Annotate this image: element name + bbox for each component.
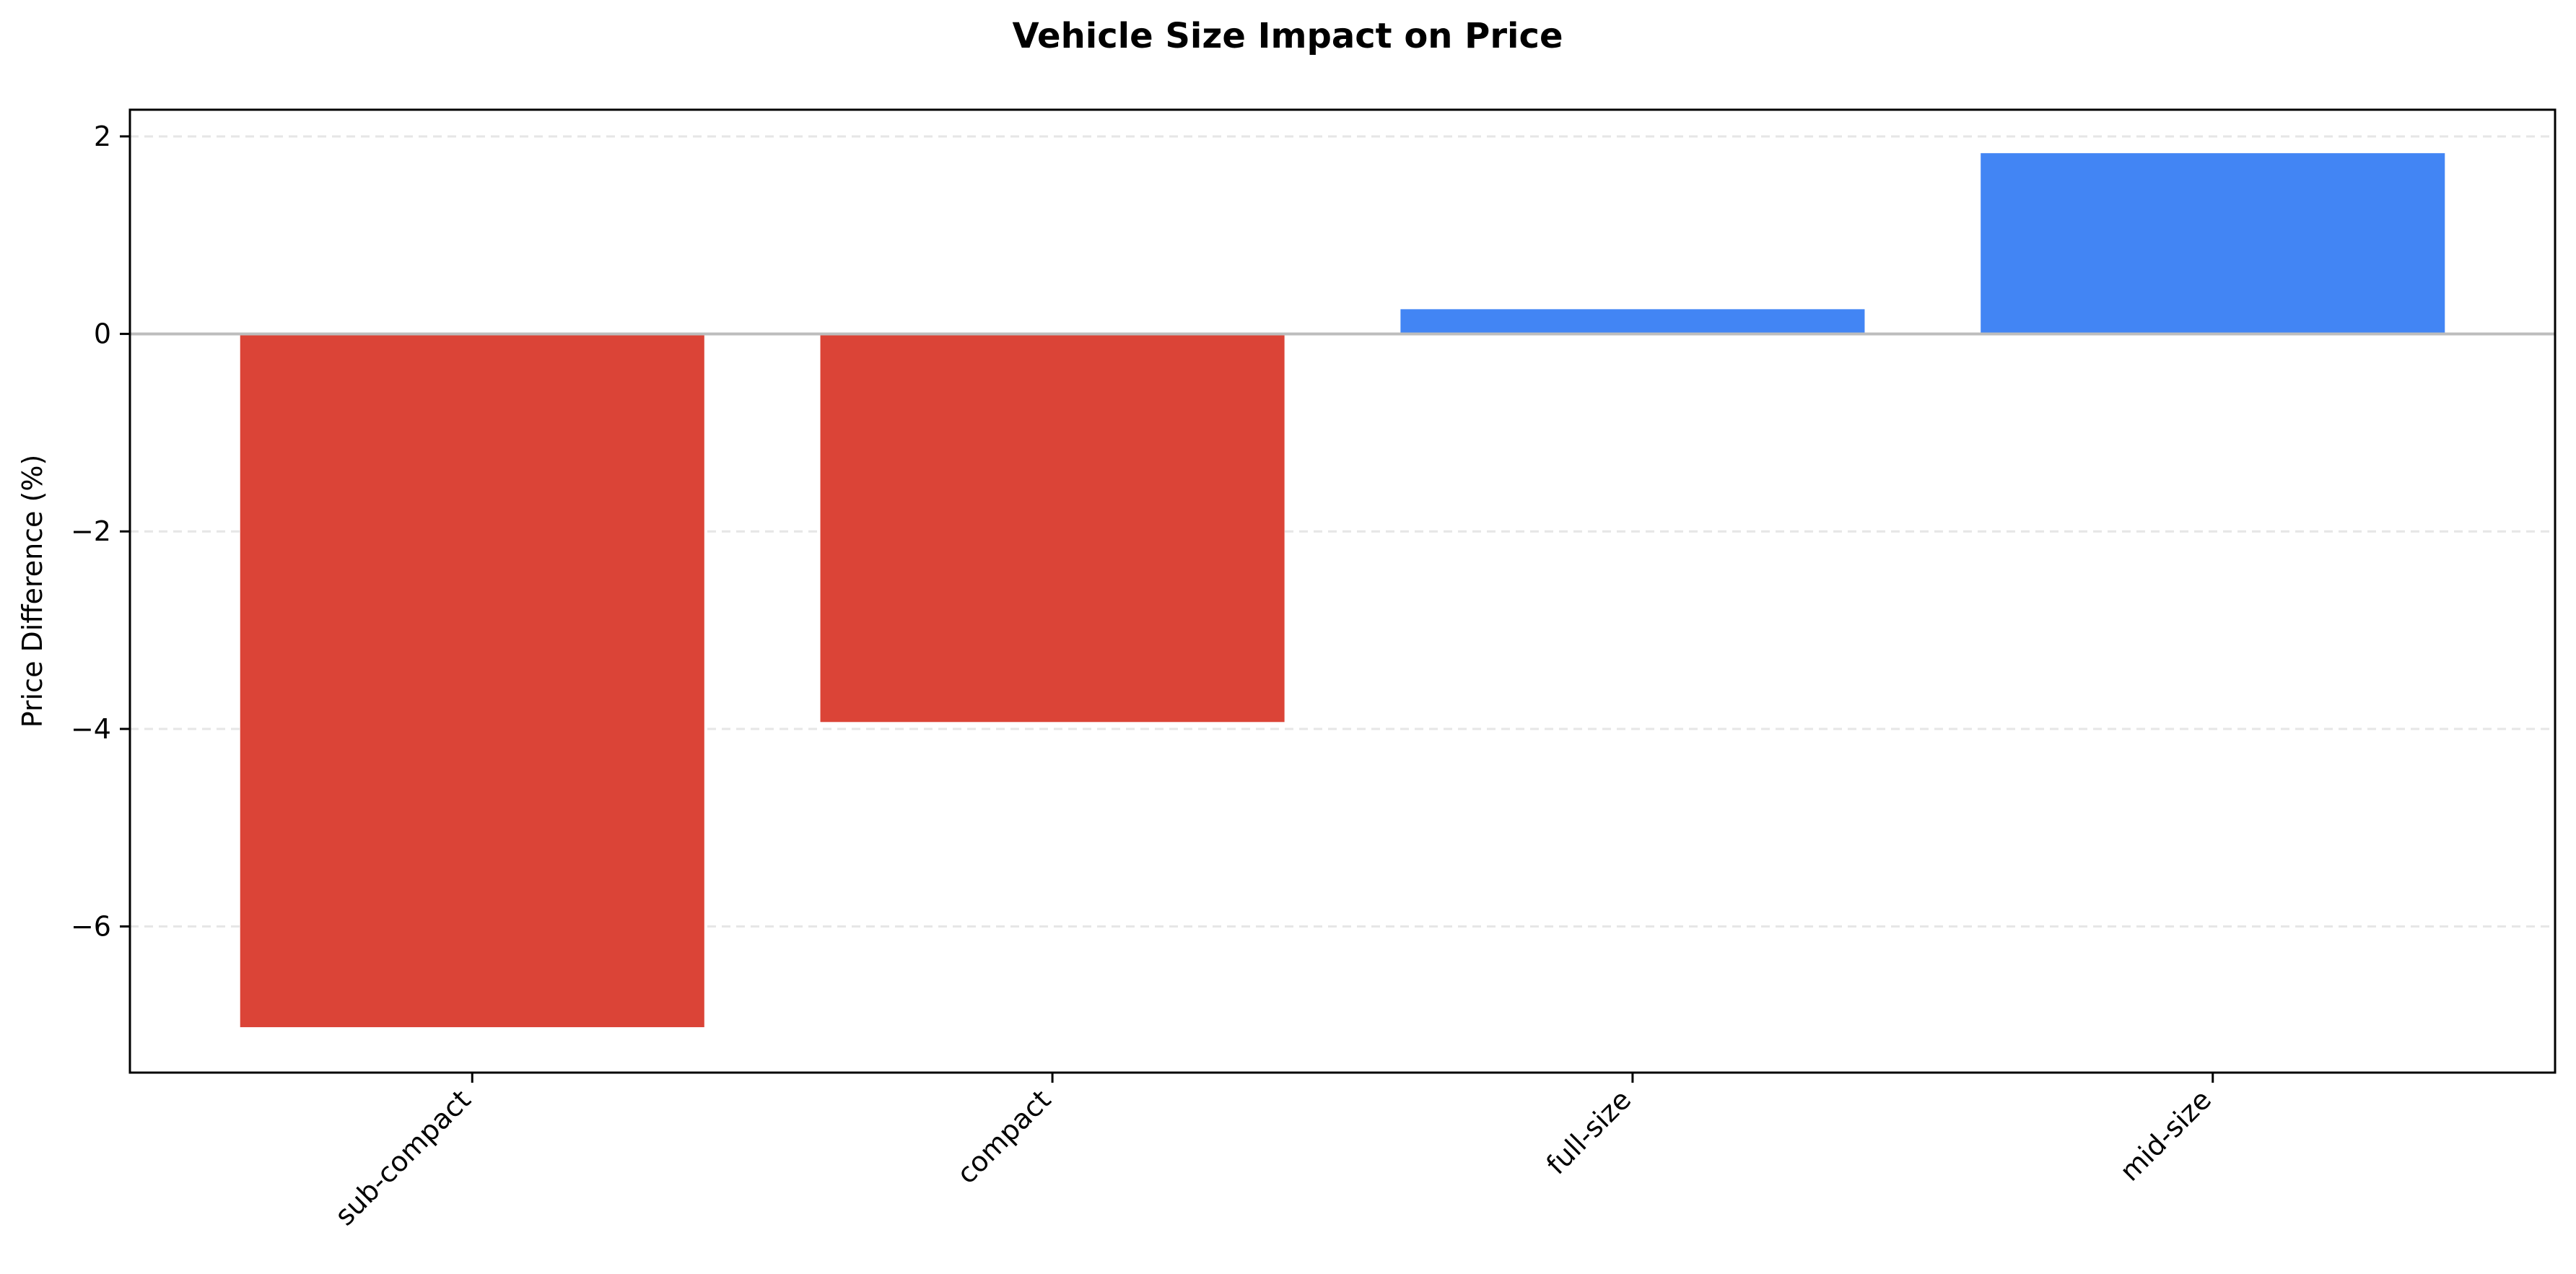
y-tick-label: −4 xyxy=(71,713,111,745)
chart-title: Vehicle Size Impact on Price xyxy=(1012,16,1563,56)
bar-full-size xyxy=(1400,309,1865,334)
x-tick-label: compact xyxy=(951,1083,1057,1190)
plot-area-frame xyxy=(128,108,2557,1074)
y-axis-ticks: 2 0 −2 −4 −6 xyxy=(71,121,130,943)
y-tick-label: 2 xyxy=(94,121,111,152)
x-tick-label: full-size xyxy=(1540,1083,1637,1180)
y-tick-label: 0 xyxy=(94,318,111,350)
y-tick-label: −6 xyxy=(71,911,111,943)
bar-mid-size xyxy=(1981,153,2445,334)
x-tick-label: sub-compact xyxy=(329,1083,477,1231)
bars xyxy=(240,153,2445,1028)
y-axis-label: Price Difference (%) xyxy=(17,455,48,728)
bar-compact xyxy=(820,333,1285,723)
x-tick-label: mid-size xyxy=(2113,1083,2217,1187)
bar-sub-compact xyxy=(240,333,704,1028)
x-axis-ticks: sub-compact compact full-size mid-size xyxy=(329,1073,2217,1231)
y-tick-label: −2 xyxy=(71,515,111,547)
